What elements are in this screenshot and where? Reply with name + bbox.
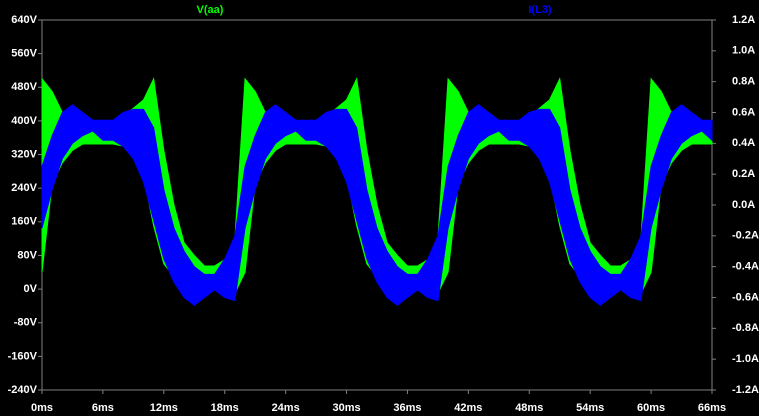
y2-tick-label: -0.2A <box>732 230 759 242</box>
y-tick-label: -160V <box>8 350 38 362</box>
legend-label: I(L3) <box>528 4 552 16</box>
y2-tick-label: -0.8A <box>732 322 759 334</box>
y2-tick-label: -0.4A <box>732 261 759 273</box>
y-tick-label: 400V <box>11 115 37 127</box>
y2-tick-label: 0.8A <box>732 76 755 88</box>
y2-tick-label: 0.6A <box>732 106 755 118</box>
x-tick-label: 60ms <box>637 402 665 414</box>
x-tick-label: 18ms <box>211 402 239 414</box>
y2-tick-label: 0.2A <box>732 168 755 180</box>
y-tick-label: 0V <box>24 283 38 295</box>
x-tick-label: 42ms <box>454 402 482 414</box>
y-tick-label: -240V <box>8 384 38 396</box>
y-tick-label: 480V <box>11 81 37 93</box>
y-tick-label: 640V <box>11 14 37 26</box>
x-tick-label: 30ms <box>332 402 360 414</box>
x-tick-label: 12ms <box>150 402 178 414</box>
legend-label: V(aa) <box>197 4 224 16</box>
y-tick-label: -80V <box>14 317 38 329</box>
x-tick-label: 36ms <box>393 402 421 414</box>
x-tick-label: 6ms <box>92 402 114 414</box>
x-tick-label: 66ms <box>698 402 726 414</box>
band <box>41 104 713 306</box>
y-tick-label: 160V <box>11 216 37 228</box>
x-tick-label: 48ms <box>515 402 543 414</box>
x-tick-label: 0ms <box>31 402 53 414</box>
y2-tick-label: 1.2A <box>732 14 755 26</box>
y-tick-label: 80V <box>17 249 37 261</box>
y-tick-label: 240V <box>11 182 37 194</box>
x-tick-label: 24ms <box>272 402 300 414</box>
y2-tick-label: -1.2A <box>732 384 759 396</box>
y2-tick-label: 1.0A <box>732 45 755 57</box>
y2-tick-label: -0.6A <box>732 291 759 303</box>
y-tick-label: 320V <box>11 148 37 160</box>
y2-tick-label: 0.4A <box>732 137 755 149</box>
y2-tick-label: -1.0A <box>732 353 759 365</box>
x-tick-label: 54ms <box>576 402 604 414</box>
y-tick-label: 560V <box>11 48 37 60</box>
y2-tick-label: 0.0A <box>732 199 755 211</box>
